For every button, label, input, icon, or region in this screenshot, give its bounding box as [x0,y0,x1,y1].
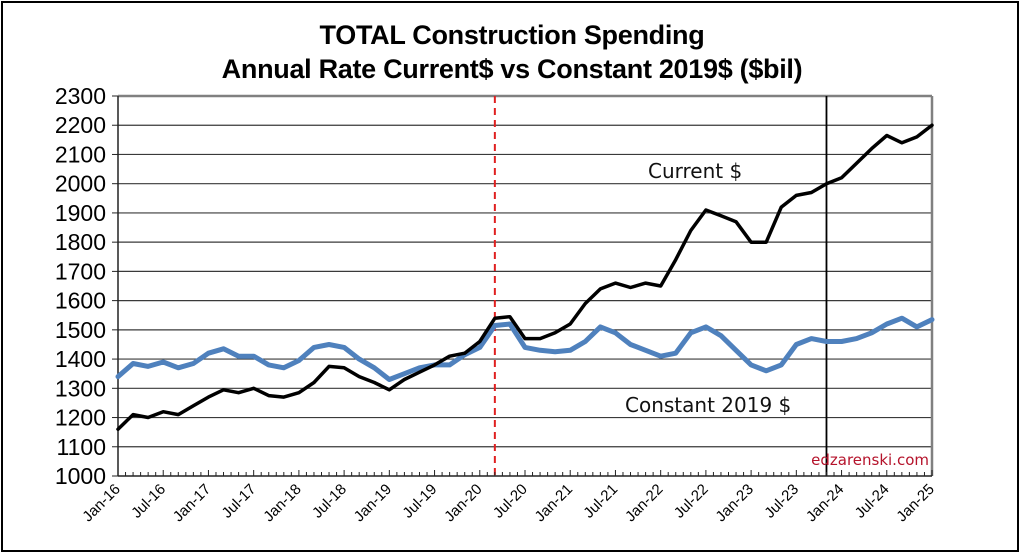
annotation-constant: Constant 2019 $ [625,393,791,417]
x-tick-label: Jul-20 [490,481,531,522]
x-tick-label: Jul-21 [580,481,621,522]
y-tick-label: 1400 [55,346,106,372]
x-tick-label: Jul-19 [399,481,440,522]
x-tick-label: Jul-23 [761,481,802,522]
x-tick-label: Jan-18 [260,481,304,525]
y-axis-ticks: 1000 1100 1200 1300 1400 1500 1600 1700 1800 1900… [55,83,118,489]
chart-title: TOTAL Construction Spending [319,20,705,50]
x-tick-label: Jan-23 [712,481,756,525]
x-tick-label: Jul-16 [128,481,169,522]
series-lines [115,123,935,431]
series-current-line [116,123,934,431]
x-tick-label: Jan-22 [622,481,666,525]
y-tick-label: 2200 [55,112,106,138]
x-tick-label: Jan-21 [532,481,576,525]
y-tick-label: 1500 [55,317,106,343]
watermark: edzarenski.com [811,451,929,469]
x-tick-label: Jul-24 [852,481,893,522]
x-axis-ticks: Jan-16 Jul-16 Jan-17 Jul-17 Jan-18 Jul-18 Jan-… [79,481,937,525]
x-tick-label: Jan-19 [351,481,395,525]
y-tick-label: 2000 [55,171,106,197]
x-tick-label: Jul-17 [219,481,260,522]
reference-lines [493,96,828,476]
gridlines [118,94,934,476]
y-tick-label: 1700 [55,258,106,284]
x-tick-label: Jul-18 [309,481,350,522]
x-tick-label: Jan-24 [803,481,847,525]
y-tick-label: 1000 [55,463,106,489]
series-constant-line [115,315,935,382]
annotation-current: Current $ [648,159,742,183]
x-tick-label: Jan-25 [893,481,937,525]
y-tick-label: 1200 [55,405,106,431]
y-tick-label: 1800 [55,229,106,255]
x-tick-label: Jan-20 [441,481,485,525]
y-tick-label: 1300 [55,375,106,401]
axes [117,96,933,477]
y-tick-label: 1100 [57,434,106,460]
y-tick-label: 2300 [55,83,106,109]
chart-subtitle: Annual Rate Current$ vs Constant 2019$ (… [221,54,803,84]
y-tick-label: 1600 [55,288,106,314]
x-tick-label: Jul-22 [671,481,712,522]
y-tick-label: 2100 [55,141,106,167]
x-tick-label: Jan-17 [170,481,214,525]
y-tick-label: 1900 [55,200,106,226]
